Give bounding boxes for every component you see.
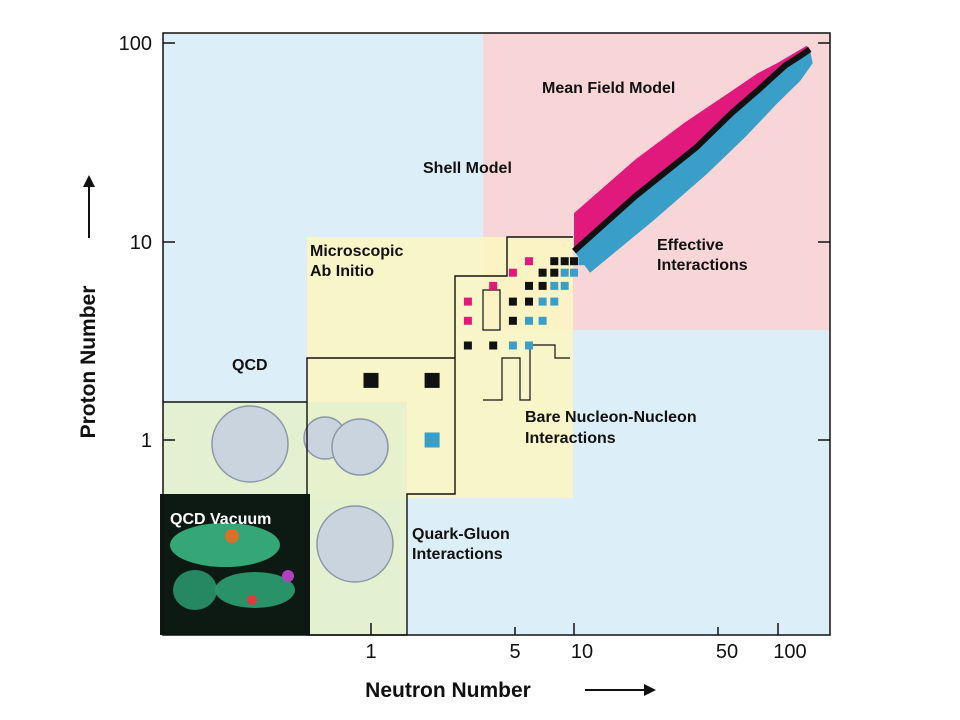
label-qcd: QCD [232, 357, 268, 374]
label-bare-nn-1: Bare Nucleon-Nucleon [525, 409, 697, 426]
x-tick-label: 10 [571, 641, 593, 663]
label-quark-gluon-2: Interactions [412, 546, 503, 563]
label-qcd-vacuum: QCD Vacuum [170, 511, 271, 528]
y-axis-title: Proton Number [77, 286, 100, 439]
nucleus-stable [363, 372, 379, 388]
nucleus-stable [570, 257, 578, 266]
nucleus-stable [550, 268, 559, 277]
nucleus-neutron-rich [525, 316, 533, 325]
nucleus-stable [550, 257, 559, 266]
nucleus-proton-rich [463, 297, 472, 306]
nucleus-neutron-rich [560, 268, 569, 277]
label-quark-gluon-1: Quark-Gluon [412, 526, 510, 543]
qcd-vacuum-hotspot [282, 570, 294, 582]
nucleus-neutron-rich [550, 281, 559, 290]
nucleus-neutron-rich [424, 432, 440, 448]
nucleon-sphere [316, 505, 394, 583]
stability-band [571, 45, 813, 273]
region-boundary [482, 289, 570, 401]
y-axis-arrowhead [83, 175, 95, 187]
nucleus-proton-rich [463, 316, 472, 325]
label-effective-1: Effective [657, 237, 724, 254]
label-bare-nn-2: Interactions [525, 430, 616, 447]
nucleus-stable [424, 372, 440, 388]
nucleus-stable [538, 268, 547, 277]
nucleus-stable [525, 281, 533, 290]
label-microscopic-1: Microscopic [310, 243, 403, 260]
nucleus-stable [538, 281, 547, 290]
qcd-vacuum-hotspot [247, 595, 257, 605]
nucleus-proton-rich [489, 281, 498, 290]
nucleus-stable [463, 341, 472, 350]
x-tick-label: 100 [773, 641, 806, 663]
nucleus-neutron-rich [508, 341, 517, 350]
nucleus-neutron-rich [586, 257, 595, 266]
plot-frame [162, 32, 831, 636]
nucleus-stable [508, 316, 517, 325]
nucleus-proton-rich [525, 257, 533, 266]
neutron-rich-band [574, 49, 813, 273]
qcd-vacuum-hotspot [225, 529, 239, 543]
nucleus-proton-rich [508, 268, 517, 277]
region-boundary [163, 236, 573, 636]
x-tick-label: 1 [365, 641, 376, 663]
label-microscopic-2: Ab Initio [310, 263, 374, 280]
x-axis-arrowhead [644, 684, 656, 696]
nucleus-neutron-rich [538, 297, 547, 306]
y-tick-label: 10 [130, 232, 152, 254]
x-tick-label: 5 [509, 641, 520, 663]
x-axis-title: Neutron Number [365, 679, 531, 702]
nucleus-neutron-rich [525, 341, 533, 350]
qcd-vacuum-blob [170, 523, 280, 567]
y-tick-label: 1 [141, 430, 152, 452]
nuclei [363, 257, 595, 448]
label-shell-model: Shell Model [423, 160, 512, 177]
nucleus-stable [525, 297, 533, 306]
nucleus-neutron-rich [560, 281, 569, 290]
nucleus-neutron-rich [550, 297, 559, 306]
nucleus-stable [560, 257, 569, 266]
qcd-vacuum-blob [215, 572, 295, 608]
y-tick-label: 100 [119, 33, 152, 55]
label-effective-2: Interactions [657, 257, 748, 274]
nucleus-neutron-rich [578, 257, 587, 266]
nucleus-stable [489, 341, 498, 350]
nucleon-sphere [211, 405, 289, 483]
qcd-vacuum-blob [173, 570, 217, 610]
nucleon-sphere [331, 418, 389, 476]
stability-line [571, 46, 812, 254]
label-mean-field: Mean Field Model [542, 80, 675, 97]
nucleus-neutron-rich [538, 316, 547, 325]
x-tick-label: 50 [716, 641, 738, 663]
nucleus-neutron-rich [570, 268, 578, 277]
nucleus-stable [508, 297, 517, 306]
